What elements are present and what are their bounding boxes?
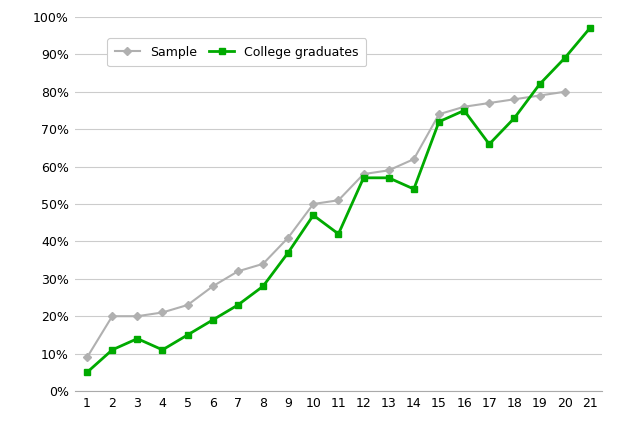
Sample [134,314,141,319]
College graduates [536,82,543,87]
Sample [159,310,166,315]
College graduates [360,175,367,180]
College graduates [109,347,116,352]
Sample [510,97,518,102]
College graduates [435,119,443,124]
Line: Sample: Sample [84,89,568,360]
Sample [310,201,317,207]
Sample [385,168,392,173]
Sample [209,284,217,289]
College graduates [561,56,568,61]
Sample [234,269,242,274]
Sample [109,314,116,319]
Line: College graduates: College graduates [84,25,593,376]
Legend: Sample, College graduates: Sample, College graduates [107,38,366,66]
College graduates [385,175,392,180]
College graduates [234,303,242,308]
College graduates [184,332,191,337]
College graduates [310,212,317,218]
Sample [561,89,568,94]
College graduates [460,108,468,113]
Sample [435,112,443,117]
Sample [360,172,367,177]
College graduates [260,284,267,289]
Sample [410,156,417,162]
College graduates [209,317,217,323]
Sample [460,104,468,109]
College graduates [586,26,594,31]
College graduates [159,347,166,352]
Sample [335,198,342,203]
College graduates [83,370,91,375]
Sample [83,355,91,360]
Sample [184,303,191,308]
College graduates [134,336,141,341]
College graduates [410,187,417,192]
Sample [284,235,292,240]
College graduates [284,250,292,255]
College graduates [335,231,342,236]
College graduates [510,116,518,121]
Sample [536,93,543,98]
Sample [260,261,267,266]
College graduates [486,142,493,147]
Sample [486,100,493,105]
